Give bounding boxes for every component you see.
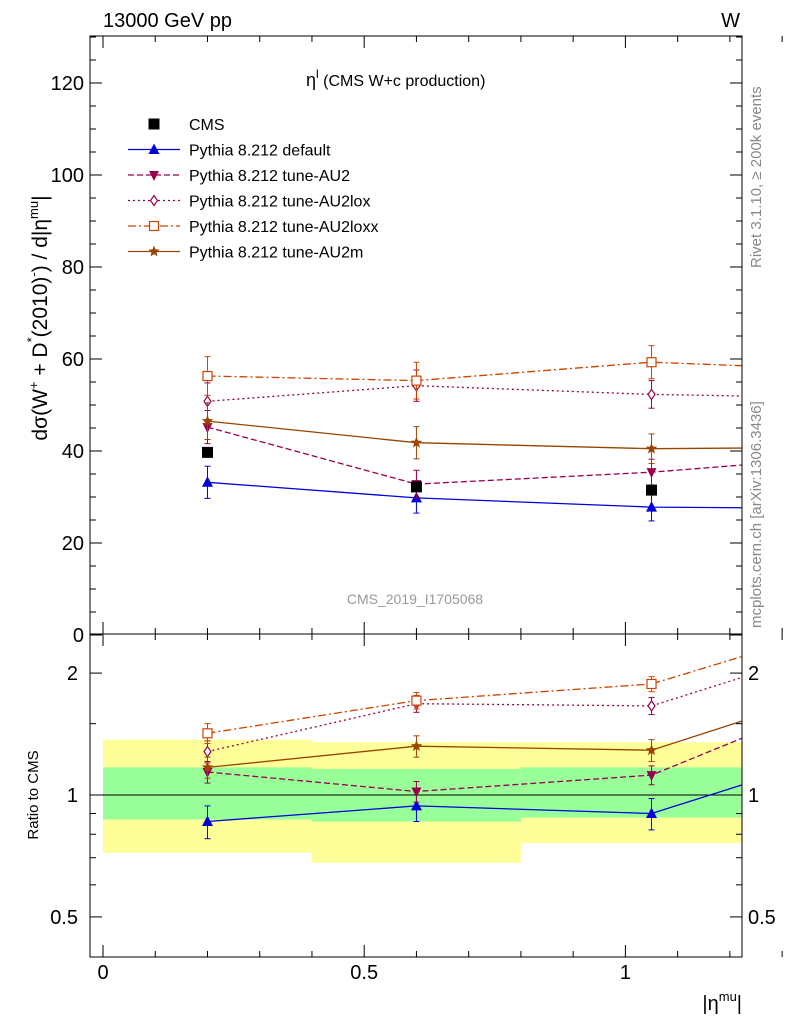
ratio-y-tick-label-right: 1 [748, 785, 759, 807]
ratio-y-tick-label-right: 2 [748, 663, 759, 685]
legend-marker [149, 171, 159, 181]
y-tick-label: 100 [51, 165, 84, 187]
y-tick-label: 120 [51, 73, 84, 95]
legend-marker [148, 245, 160, 257]
legend-label: Pythia 8.212 tune-AU2 [189, 168, 350, 185]
data-point-cms [410, 481, 422, 493]
data-point [202, 370, 213, 382]
data-point [646, 468, 657, 479]
ratio-y-axis-label: Ratio to CMS [25, 750, 42, 839]
data-point [646, 501, 658, 512]
header-right: W [721, 10, 740, 32]
ratio-data-point [645, 744, 658, 756]
ratio-y-tick-label: 0.5 [50, 907, 78, 929]
data-point [201, 415, 214, 426]
legend-marker [148, 143, 160, 154]
main-title-symbol: η [306, 70, 316, 90]
data-point [645, 442, 658, 454]
data-point [647, 388, 656, 401]
ratio-content [90, 655, 786, 894]
series-pythia-8-212-tune-au2lox [203, 369, 742, 421]
uncertainty-band-outer [782, 710, 786, 894]
data-point-cms [201, 446, 213, 458]
legend-label: Pythia 8.212 tune-AU2lox [189, 194, 370, 211]
rivet-label: Rivet 3.1.10, ≥ 200k events [748, 86, 765, 268]
x-tick-label: 1 [620, 962, 631, 984]
uncertainty-band-inner [782, 740, 786, 832]
mcplots-label: mcplots.cern.ch [arXiv:1306.3436] [748, 401, 765, 628]
ratio-series-pythia-8-212-tune-au2loxx [202, 655, 742, 745]
main-y-axis-label: dσ(W+ + D*(2010)-) / d|ηmu| [24, 195, 52, 440]
series-line [207, 481, 742, 509]
data-point [410, 436, 423, 448]
y-tick-label: 20 [62, 533, 84, 555]
header-left: 13000 GeV pp [103, 10, 232, 32]
ratio-data-point [411, 787, 422, 798]
x-tick-label: 0 [97, 962, 108, 984]
data-point [411, 375, 422, 386]
legend-marker [149, 194, 159, 207]
main-frame [89, 35, 743, 635]
ratio-data-point [646, 678, 657, 690]
legend-marker [148, 220, 160, 232]
ratio-data-point [410, 740, 423, 751]
ratio-data-point [646, 807, 658, 819]
analysis-id: CMS_2019_I1705068 [347, 591, 483, 607]
ratio-y-tick-label-right: 0.5 [748, 907, 776, 929]
y-tick-label: 0 [73, 625, 84, 647]
series-line [207, 361, 742, 382]
series-pythia-8-212-default [201, 465, 742, 522]
ratio-data-point [201, 815, 213, 827]
ratio-y-tick-label: 1 [67, 785, 78, 807]
data-point [646, 357, 657, 368]
legend-label: CMS [189, 117, 225, 134]
main-title-rest: (CMS W+c production) [319, 73, 486, 90]
y-tick-label: 40 [62, 441, 84, 463]
y-tick-label: 80 [62, 257, 84, 279]
legend-label: Pythia 8.212 default [189, 143, 331, 160]
legend-label: Pythia 8.212 tune-AU2loxx [189, 219, 378, 236]
ratio-series-line [207, 655, 742, 734]
main-panel: 0 20 40 60 80 100 120 [51, 35, 783, 647]
legend: CMS Pythia 8.212 default Pythia 8.212 tune… [128, 117, 378, 262]
y-tick-label: 60 [62, 349, 84, 371]
ratio-data-point [411, 695, 422, 706]
ratio-data-point [203, 745, 212, 758]
ratio-data-point [647, 699, 656, 712]
main-y-axis-label-text: dσ(W+ + D*(2010)-) / d|ηmu| [24, 195, 52, 440]
ratio-data-point [202, 728, 213, 739]
data-point [201, 476, 213, 487]
main-title-sup: l [316, 67, 319, 81]
series-pythia-8-212-tune-au2 [202, 410, 742, 499]
ratio-data-point [201, 761, 214, 773]
ratio-data-point [410, 799, 422, 811]
ratio-y-tick-label: 2 [67, 663, 78, 685]
x-axis-label: |ηmu| [702, 989, 742, 1015]
series-line [207, 385, 742, 402]
ratio-data-point [646, 771, 657, 782]
uncertainty-band-inner [520, 767, 742, 818]
ratio-series-pythia-8-212-tune-au2m [201, 720, 742, 779]
data-point-cms [646, 484, 658, 496]
series-pythia-8-212-tune-au2m [201, 402, 742, 464]
x-tick-label: 0.5 [350, 962, 378, 984]
series-line [207, 426, 742, 485]
ratio-series-line [207, 676, 742, 753]
legend-label: Pythia 8.212 tune-AU2m [189, 245, 363, 262]
legend-marker [148, 118, 160, 130]
series-pythia-8-212-tune-au2loxx [202, 345, 742, 400]
main-title: ηl (CMS W+c production) [306, 67, 485, 90]
series-cms [201, 446, 658, 496]
